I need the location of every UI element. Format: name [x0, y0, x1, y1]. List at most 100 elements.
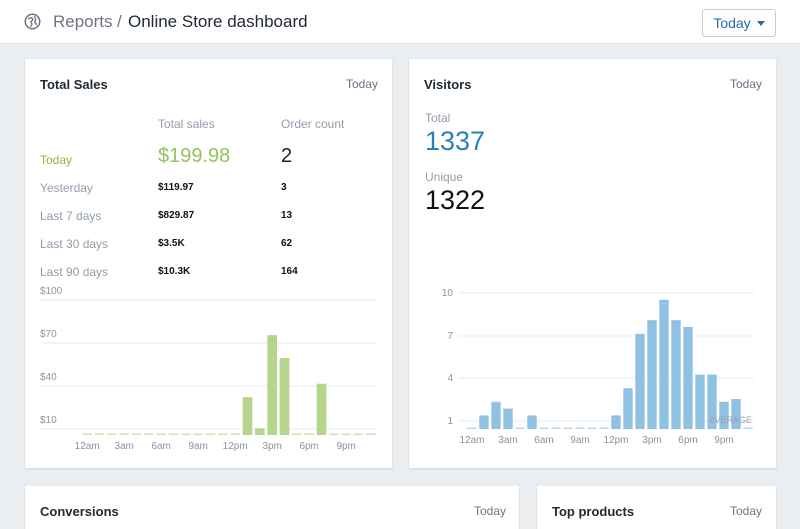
visitors-chart-bar — [575, 427, 585, 429]
visitors-chart-y-tick-label: 1 — [447, 416, 453, 427]
sales-chart-bar — [366, 433, 376, 435]
visitors-chart-average-label: AVERAGE — [709, 415, 752, 425]
last-30-days-sales-value: $3.5K — [158, 238, 185, 249]
sales-chart-x-tick-label: 6am — [151, 441, 170, 452]
row-label-today: Today — [40, 153, 73, 167]
total-sales-title: Total Sales — [40, 77, 108, 92]
yesterday-sales-value: $119.97 — [158, 182, 194, 193]
last-90-days-order-count: 164 — [281, 266, 298, 277]
sales-chart-bar — [316, 383, 327, 435]
visitors-chart-bar — [743, 427, 753, 429]
sales-chart-bar — [181, 433, 191, 435]
period-dropdown-button[interactable]: Today — [702, 9, 776, 37]
visitors-chart-bar — [587, 427, 597, 429]
row-label-last-7-days: Last 7 days — [40, 209, 102, 223]
visitors-title: Visitors — [424, 77, 472, 92]
visitors-period: Today — [730, 77, 763, 91]
breadcrumb-reports[interactable]: Reports — [53, 12, 113, 31]
sales-chart-bar — [107, 433, 117, 435]
sales-chart-y-tick-label: $100 — [40, 286, 63, 297]
visitors-chart-bar — [671, 320, 681, 429]
sales-chart-bar — [144, 433, 154, 435]
today-sales-value: $199.98 — [158, 145, 231, 167]
visitors-chart-bar — [479, 415, 489, 429]
sales-chart-bar — [230, 433, 240, 435]
sales-chart-bar — [255, 428, 265, 435]
sales-chart-bar — [341, 433, 351, 435]
breadcrumb-separator: / — [117, 12, 122, 31]
visitors-chart-bar — [731, 399, 741, 429]
visitors-total-value: 1337 — [425, 126, 486, 156]
visitors-chart-bar — [551, 427, 561, 429]
sales-chart-y-tick-label: $40 — [40, 372, 57, 383]
sales-chart-bar — [156, 433, 166, 435]
top-products-card: Top products Today — [537, 486, 776, 529]
visitors-bar-chart: 10 7 4 1 12am 3am 6am 9am 12pm 3pm 6pm 9pm AVERAGE — [442, 288, 754, 446]
conversions-card: Conversions Today — [25, 486, 519, 529]
sales-chart-bar — [82, 433, 92, 435]
visitors-chart-x-tick-label: 12pm — [603, 435, 628, 446]
visitors-chart-bar — [647, 320, 657, 429]
sales-chart-x-tick-label: 3pm — [262, 441, 281, 452]
caret-down-icon — [756, 20, 765, 26]
today-order-count: 2 — [281, 145, 293, 167]
yesterday-order-count: 3 — [281, 182, 287, 193]
sales-bar-chart: $100 $70 $40 $10 12am 3am 6am 9am 12pm 3pm 6pm 9pm — [40, 286, 377, 452]
visitors-chart-x-tick-label: 9pm — [714, 435, 733, 446]
visitors-chart-x-tick-label: 12am — [459, 435, 484, 446]
sales-chart-bar — [329, 433, 339, 435]
sales-chart-bar — [218, 433, 228, 435]
sales-chart-bar — [304, 433, 314, 435]
sales-chart-bar — [205, 433, 216, 435]
sales-chart-x-tick-label: 9am — [188, 441, 207, 452]
visitors-chart-x-tick-label: 3am — [498, 435, 517, 446]
conversions-period: Today — [474, 504, 507, 518]
sales-chart-bar — [193, 433, 203, 435]
row-label-last-90-days: Last 90 days — [40, 265, 109, 279]
last-30-days-order-count: 62 — [281, 238, 293, 249]
sales-chart-x-tick-label: 12am — [75, 441, 100, 452]
sales-chart-bar — [292, 433, 302, 435]
visitors-chart-bar — [695, 374, 705, 429]
visitors-chart-y-tick-label: 10 — [442, 288, 454, 299]
visitors-chart-bar — [527, 415, 537, 429]
order-count-column-header: Order count — [281, 117, 345, 131]
period-dropdown-label: Today — [713, 15, 751, 31]
top-bar: Reports / Online Store dashboard Today — [0, 0, 800, 44]
sales-chart-bar — [119, 433, 129, 435]
visitors-total-label: Total — [425, 111, 451, 125]
row-label-last-30-days: Last 30 days — [40, 237, 109, 251]
visitors-chart-bar — [503, 408, 513, 429]
visitors-chart-bar — [563, 427, 573, 429]
visitors-card: Visitors Today Total 1337 Unique 1322 10… — [409, 59, 776, 468]
last-90-days-sales-value: $10.3K — [158, 266, 191, 277]
sales-chart-x-tick-label: 9pm — [336, 441, 355, 452]
visitors-chart-bar — [611, 415, 621, 429]
visitors-chart-bar — [599, 427, 609, 429]
sales-chart-bar — [279, 358, 290, 435]
total-sales-column-header: Total sales — [158, 117, 215, 131]
visitors-chart-x-tick-label: 6am — [534, 435, 553, 446]
sales-chart-bar — [267, 335, 277, 435]
visitors-chart-x-tick-label: 6pm — [678, 435, 697, 446]
sales-chart-bar — [353, 433, 364, 435]
visitors-unique-label: Unique — [425, 170, 464, 184]
visitors-chart-bar — [719, 401, 729, 429]
sales-chart-bar — [131, 433, 142, 435]
visitors-chart-y-tick-label: 4 — [447, 373, 453, 384]
visitors-chart-bar — [623, 388, 633, 429]
row-label-yesterday: Yesterday — [40, 181, 93, 195]
sales-chart-y-tick-label: $70 — [40, 329, 57, 340]
visitors-chart-bar — [707, 374, 717, 429]
visitors-unique-value: 1322 — [425, 185, 486, 215]
visitors-chart-bar — [467, 427, 477, 429]
last-7-days-sales-value: $829.87 — [158, 210, 195, 221]
sales-chart-y-tick-label: $10 — [40, 415, 57, 426]
visitors-chart-x-tick-label: 3pm — [642, 435, 661, 446]
top-products-period: Today — [730, 504, 763, 518]
sales-chart-x-tick-label: 3am — [114, 441, 133, 452]
visitors-chart-bar — [659, 299, 669, 429]
conversions-title: Conversions — [40, 504, 119, 519]
total-sales-period: Today — [346, 77, 379, 91]
page-title: Online Store dashboard — [128, 12, 308, 31]
